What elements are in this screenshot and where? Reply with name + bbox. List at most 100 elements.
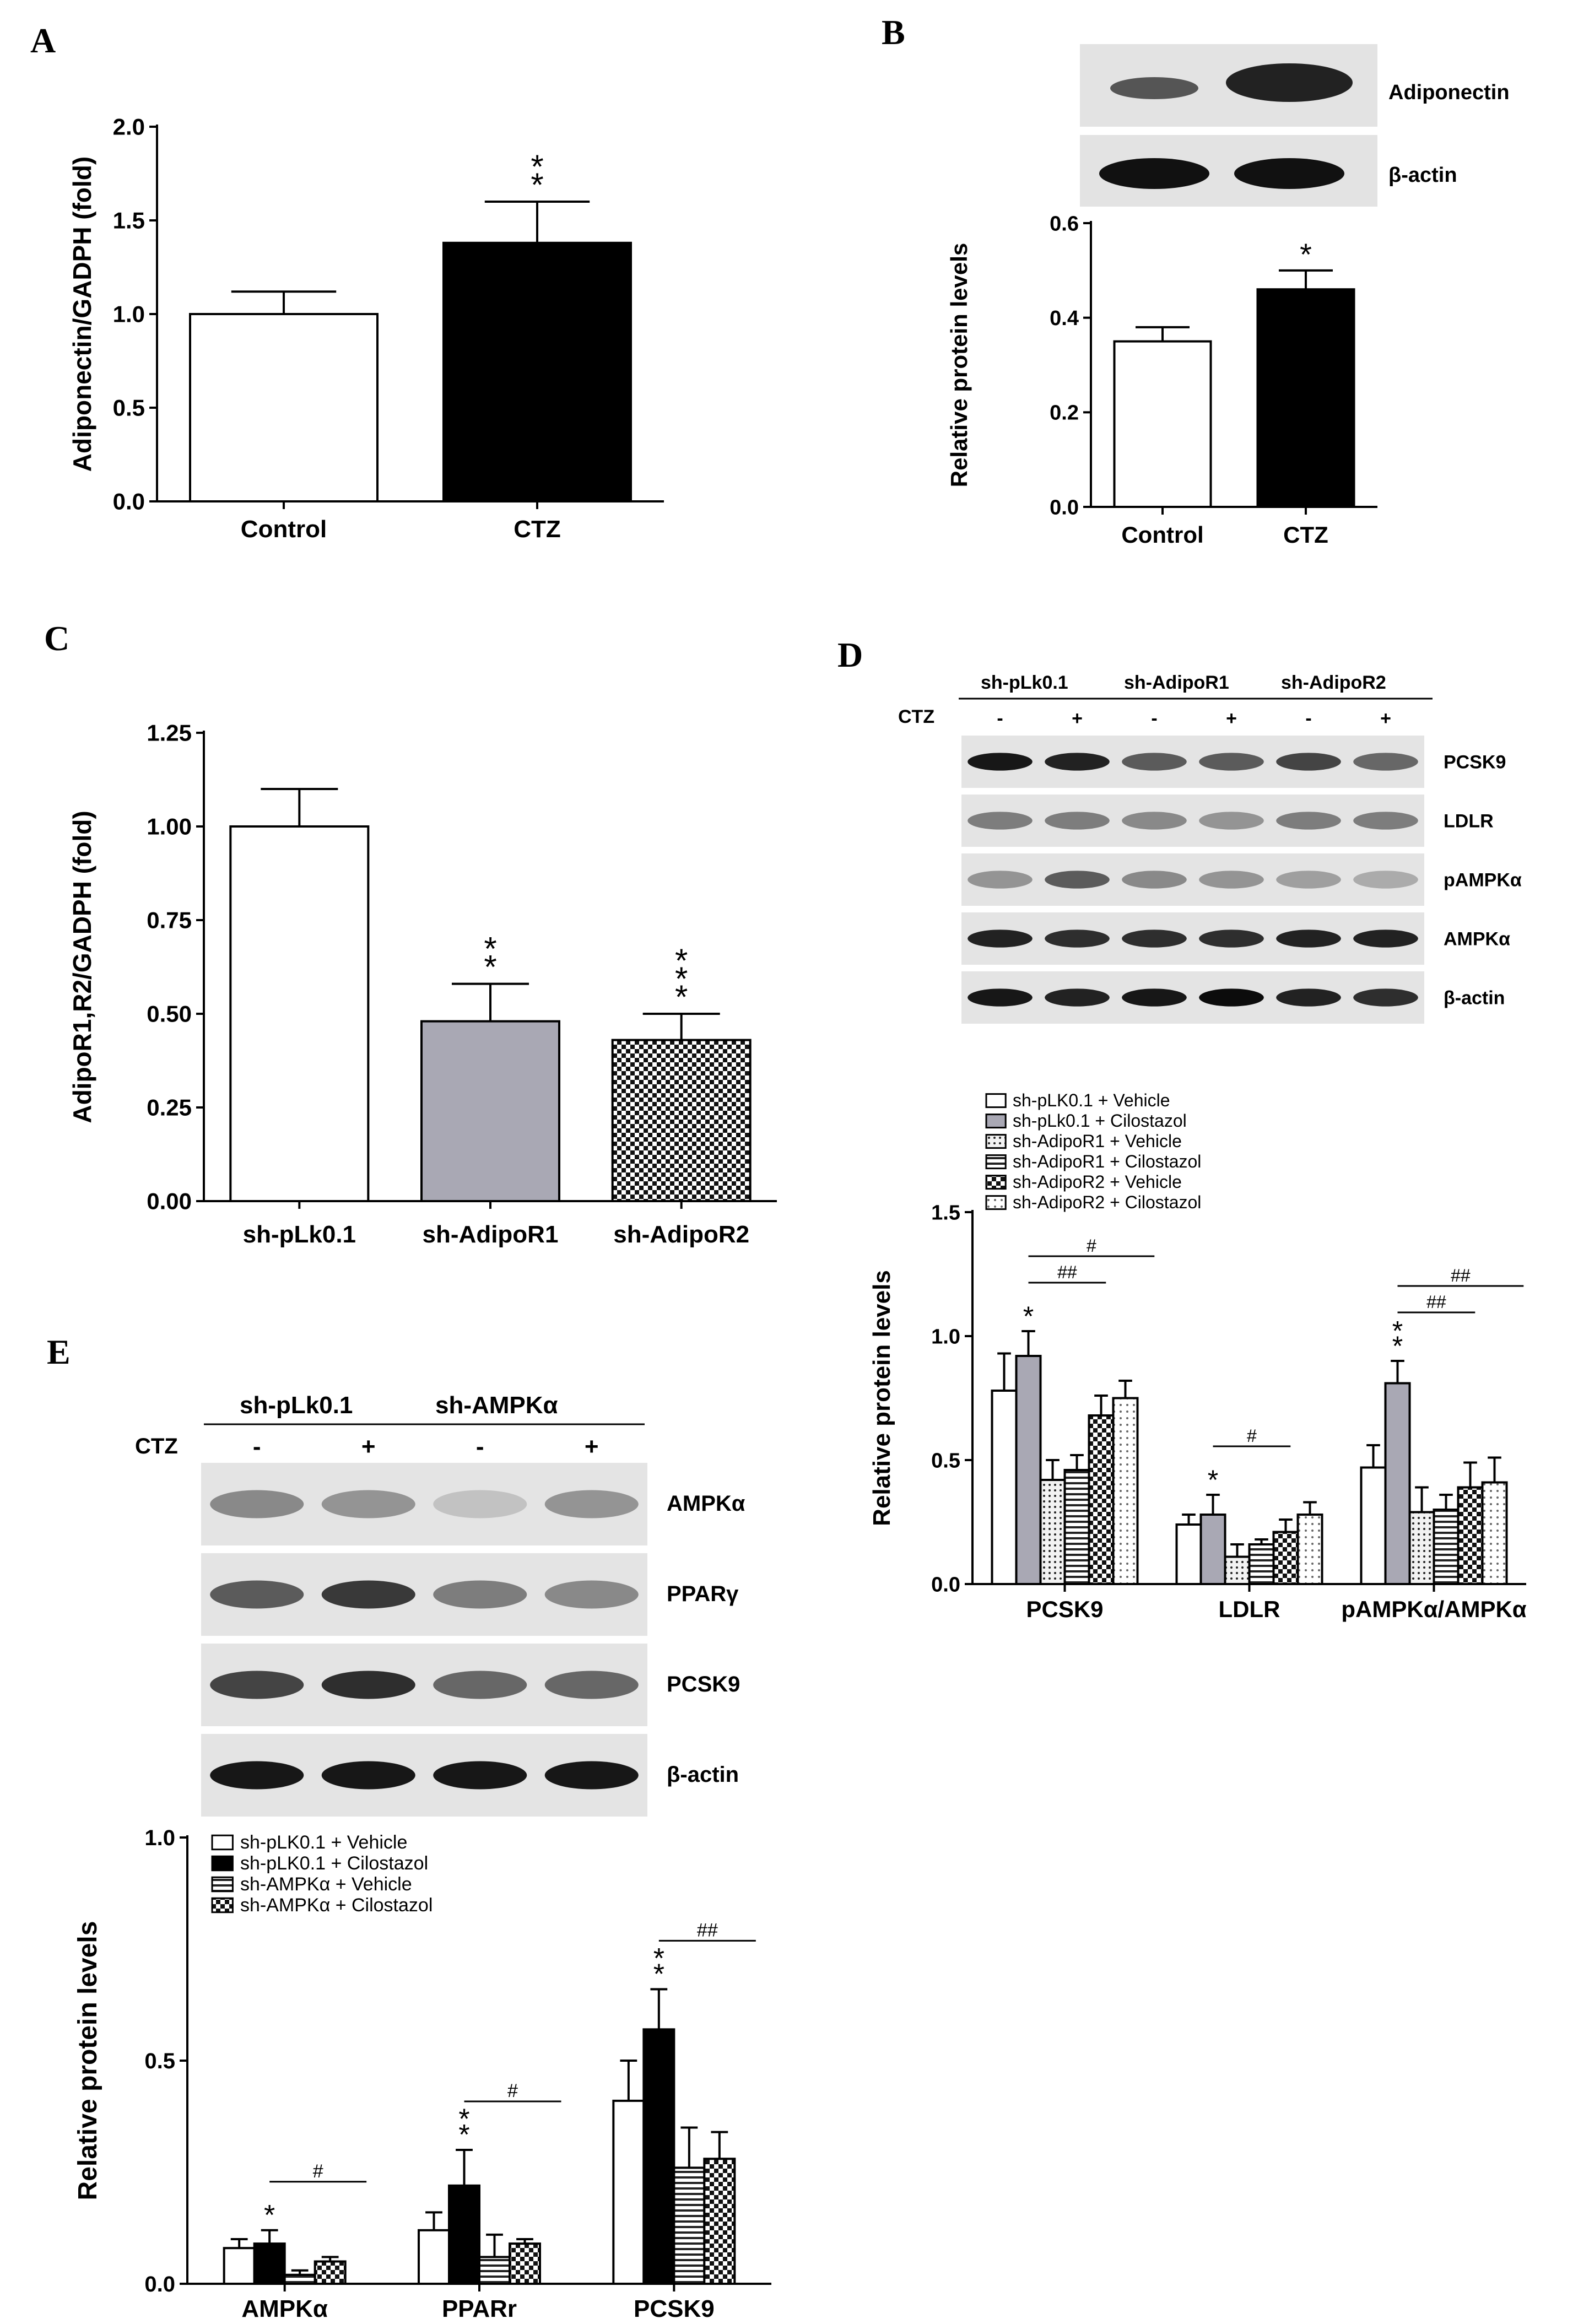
blot-band	[1199, 871, 1264, 889]
x-tick-label: LDLR	[1219, 1596, 1280, 1622]
panel-label-b: B	[882, 13, 905, 52]
blot-band	[968, 812, 1033, 830]
x-tick-label: PPARr	[442, 2295, 517, 2322]
legend-label: sh-pLK0.1 + Vehicle	[1013, 1090, 1170, 1110]
blot-band	[968, 988, 1033, 1007]
bar	[189, 313, 379, 502]
blot-band	[433, 1761, 527, 1790]
blot-b-band	[1234, 158, 1344, 189]
legend-swatch	[985, 1154, 1007, 1170]
y-axis-label: Adiponectin/GADPH (fold)	[68, 156, 96, 472]
bar	[1199, 1514, 1226, 1585]
y-tick-label: 1.0	[931, 1325, 960, 1348]
lane-mark: +	[361, 1433, 376, 1460]
y-axis-label: Relative protein levels	[73, 1921, 102, 2201]
lane-mark: +	[1072, 708, 1083, 729]
x-tick-label: CTZ	[514, 516, 561, 543]
y-tick-label: 0.0	[931, 1573, 960, 1596]
x-tick-label: CTZ	[1283, 522, 1328, 548]
bar	[253, 2242, 286, 2285]
significance-mark: *	[1023, 1301, 1034, 1332]
blot-b-label-adiponectin: Adiponectin	[1388, 81, 1510, 104]
blot-band	[321, 1761, 415, 1790]
significance-mark: *	[458, 2103, 469, 2135]
legend-label: sh-AdipoR1 + Cilostazol	[1013, 1152, 1201, 1171]
bar	[1063, 1469, 1090, 1585]
bracket-label: ##	[1451, 1266, 1471, 1285]
bar	[642, 2028, 675, 2285]
blot-strip	[961, 736, 1424, 788]
blot-band	[544, 1671, 639, 1699]
blot-band	[968, 871, 1033, 889]
bar	[1433, 1509, 1460, 1585]
bar	[703, 2158, 736, 2285]
blot-d-strips: PCSK9 LDLR pAMPKα AMPKα β-actin	[961, 736, 1522, 1024]
significance-mark: *	[675, 979, 688, 1015]
bar	[1408, 1511, 1435, 1585]
significance-mark: *	[1208, 1464, 1218, 1495]
bar	[283, 2273, 316, 2285]
blot-e-group-1: sh-pLk0.1	[240, 1392, 353, 1419]
blot-band	[433, 1671, 527, 1699]
significance-mark: *	[531, 166, 543, 203]
y-tick-label: 2.0	[113, 114, 145, 140]
blot-band	[433, 1580, 527, 1609]
blot-band	[1276, 812, 1341, 830]
x-tick-label: sh-AdipoR2	[613, 1221, 749, 1248]
blot-label-pcsk9: PCSK9	[667, 1672, 740, 1696]
blot-band	[1199, 988, 1264, 1007]
bar	[673, 2166, 706, 2285]
bar	[223, 2247, 256, 2285]
y-tick-label: 0.5	[931, 1449, 960, 1472]
lane-mark: -	[253, 1433, 261, 1460]
chart-c: 0.00 0.25 0.50 0.75 1.00 1.25 AdipoR1,R2/GADPH…	[68, 720, 777, 1248]
y-axis-label: Relative protein levels	[946, 243, 972, 488]
bar	[1015, 1355, 1042, 1585]
y-tick-label: 1.0	[144, 1826, 175, 1850]
legend-label: sh-pLK0.1 + Cilostazol	[240, 1853, 428, 1874]
blot-band	[321, 1671, 415, 1699]
legend-swatch	[985, 1093, 1007, 1109]
bracket-label: ##	[1426, 1292, 1446, 1312]
y-tick-label: 1.0	[113, 301, 145, 327]
blot-d: sh-pLk0.1 sh-AdipoR1 sh-AdipoR2 CTZ - + - +…	[898, 672, 1522, 1024]
legend-swatch	[211, 1897, 234, 1914]
significance-mark: *	[675, 960, 688, 997]
bar	[1296, 1514, 1323, 1585]
significance-mark: *	[484, 949, 496, 986]
blot-band	[544, 1761, 639, 1790]
chart-d: 0.0 0.5 1.0 1.5 Relative protein levels PCSK9…	[868, 1090, 1527, 1622]
legend-swatch	[211, 1876, 234, 1893]
blot-b-label-beta-actin: β-actin	[1388, 164, 1457, 187]
y-tick-label: 0.75	[147, 907, 192, 933]
blot-b-band	[1226, 63, 1353, 102]
x-tick-label: sh-pLk0.1	[243, 1221, 356, 1248]
x-tick-label: sh-AdipoR1	[423, 1221, 559, 1248]
y-tick-label: 0.5	[113, 395, 145, 421]
bar	[1088, 1414, 1115, 1585]
blot-band	[1045, 753, 1110, 771]
significance-mark: *	[264, 2199, 275, 2231]
bracket-label: #	[313, 2161, 323, 2182]
bar	[1256, 288, 1355, 509]
blot-band	[1276, 753, 1341, 771]
legend-label: sh-pLK0.1 + Vehicle	[240, 1832, 407, 1853]
chart-b: 0.0 0.2 0.4 0.6 Relative protein levels Contr…	[946, 212, 1377, 548]
bar	[1384, 1382, 1411, 1585]
blot-e-lane-marks: - + - +	[253, 1433, 599, 1460]
y-tick-label: 0.0	[113, 489, 145, 515]
panel-label-a: A	[30, 21, 56, 60]
y-tick-label: 1.00	[147, 814, 192, 840]
significance-mark: *	[1392, 1316, 1403, 1347]
x-tick-label: AMPKα	[241, 2295, 328, 2322]
bar	[991, 1390, 1018, 1585]
blot-label-ampk-: AMPKα	[1444, 929, 1510, 950]
y-tick-label: 0.0	[1050, 496, 1079, 519]
blot-band	[544, 1580, 639, 1609]
blot-band	[1122, 871, 1187, 889]
legend-label: sh-AdipoR2 + Vehicle	[1013, 1172, 1182, 1192]
bracket-label: ##	[697, 1920, 718, 1941]
blot-label--actin: β-actin	[1444, 988, 1505, 1009]
blot-band	[1122, 812, 1187, 830]
